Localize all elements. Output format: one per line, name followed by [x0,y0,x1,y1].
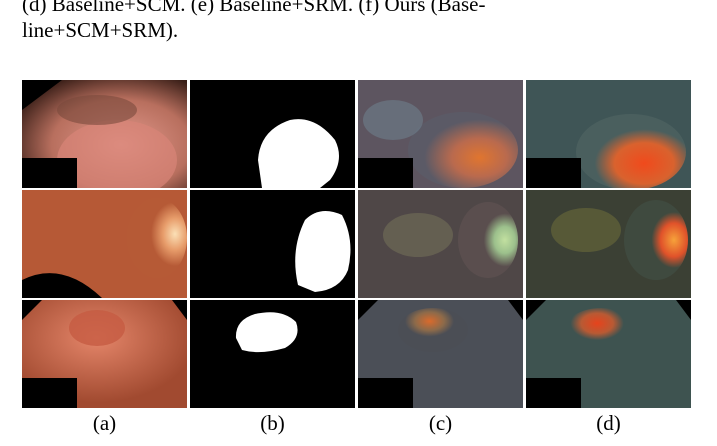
caption-line-1: (d) Baseline+SCM. (e) Baseline+SRM. (f) … [22,0,486,16]
image-row3-col-a [22,300,187,408]
column-label-d: (d) [596,411,621,435]
column-label-c: (c) [428,411,453,435]
overlay-row1-col-d [526,80,691,188]
image-row1-col-a [22,80,187,188]
mask-row3-col-b [190,300,355,408]
column-label-a: (a) [92,411,117,435]
image-row2-col-a [22,190,187,298]
mask-row1-col-b [190,80,355,188]
figure-caption: (d) Baseline+SCM. (e) Baseline+SRM. (f) … [22,0,702,43]
overlay-row3-col-d [526,300,691,408]
caption-line-2: line+SCM+SRM). [22,18,179,42]
overlay-row1-col-c [358,80,523,188]
overlay-row2-col-d [526,190,691,298]
overlay-row3-col-c [358,300,523,408]
column-label-b: (b) [260,411,285,435]
mask-row2-col-b [190,190,355,298]
overlay-row2-col-c [358,190,523,298]
